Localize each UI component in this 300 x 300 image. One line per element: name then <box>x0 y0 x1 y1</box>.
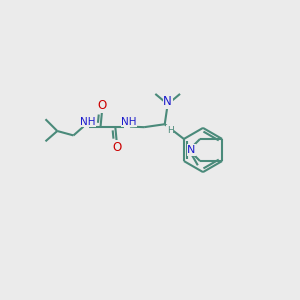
Text: NH: NH <box>121 117 136 127</box>
Text: N: N <box>187 145 196 155</box>
Text: O: O <box>98 100 106 112</box>
Text: H: H <box>167 126 173 135</box>
Text: NH: NH <box>80 117 95 127</box>
Text: N: N <box>163 95 172 108</box>
Text: O: O <box>112 141 122 154</box>
